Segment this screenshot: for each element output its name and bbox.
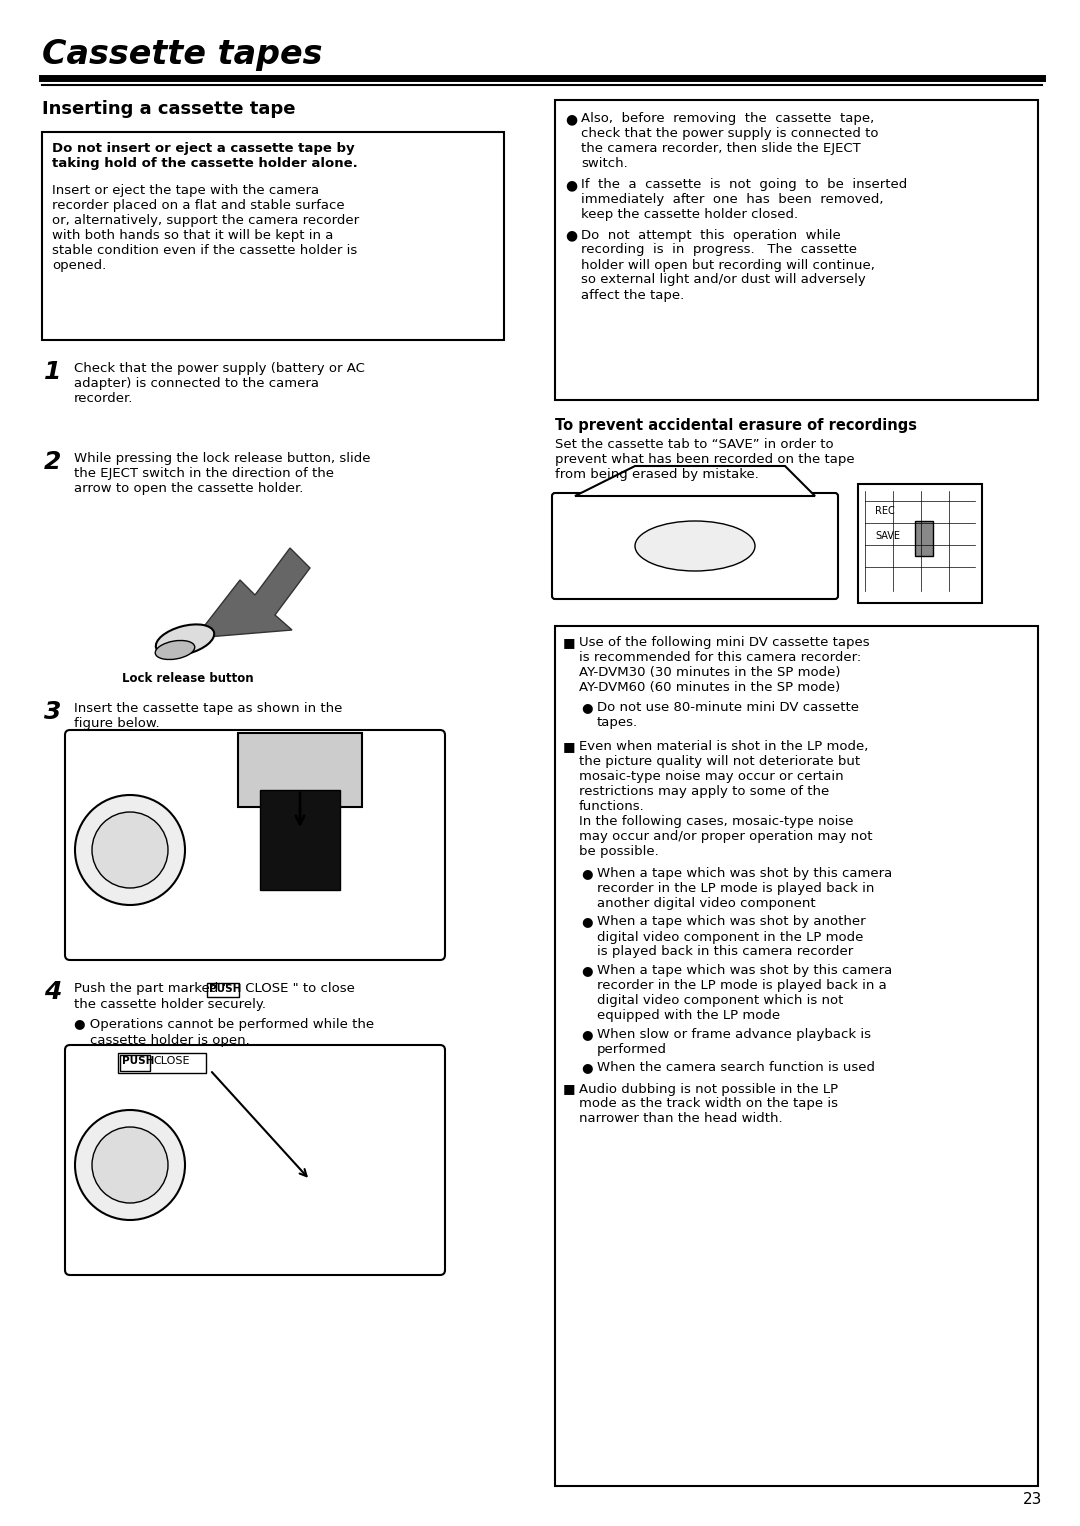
Text: Insert or eject the tape with the camera
recorder placed on a flat and stable su: Insert or eject the tape with the camera… (52, 185, 360, 272)
Text: PUSH: PUSH (210, 984, 241, 993)
Text: ■: ■ (563, 1082, 576, 1096)
Ellipse shape (156, 641, 194, 659)
Text: Do not insert or eject a cassette tape by
taking hold of the cassette holder alo: Do not insert or eject a cassette tape b… (52, 142, 357, 169)
Text: ●: ● (581, 1061, 593, 1074)
Text: Even when material is shot in the LP mode,
the picture quality will not deterior: Even when material is shot in the LP mod… (579, 740, 873, 858)
Ellipse shape (156, 624, 214, 656)
Ellipse shape (635, 520, 755, 571)
Text: Lock release button: Lock release button (122, 671, 254, 685)
Bar (915, 520, 933, 555)
Bar (207, 983, 239, 996)
Circle shape (92, 812, 168, 888)
Text: When a tape which was shot by this camera
recorder in the LP mode is played back: When a tape which was shot by this camer… (597, 867, 892, 909)
Text: ●: ● (565, 179, 577, 192)
Text: Inserting a cassette tape: Inserting a cassette tape (42, 101, 296, 118)
Bar (42, 133, 504, 340)
Circle shape (92, 1128, 168, 1202)
Bar (260, 790, 340, 890)
Text: the cassette holder securely.: the cassette holder securely. (75, 998, 266, 1012)
Text: 1: 1 (44, 360, 62, 385)
Text: 2: 2 (44, 450, 62, 475)
Text: Audio dubbing is not possible in the LP
mode as the track width on the tape is
n: Audio dubbing is not possible in the LP … (579, 1082, 838, 1126)
FancyBboxPatch shape (238, 732, 362, 807)
Text: ● Operations cannot be performed while the: ● Operations cannot be performed while t… (75, 1018, 374, 1032)
Polygon shape (195, 548, 310, 638)
Text: CLOSE " to close: CLOSE " to close (241, 983, 355, 995)
Text: Do  not  attempt  this  operation  while
recording  is  in  progress.   The  cas: Do not attempt this operation while reco… (581, 229, 875, 302)
Text: When the camera search function is used: When the camera search function is used (597, 1061, 875, 1074)
Text: To prevent accidental erasure of recordings: To prevent accidental erasure of recordi… (555, 418, 917, 433)
Text: Also,  before  removing  the  cassette  tape,
check that the power supply is con: Also, before removing the cassette tape,… (581, 111, 878, 169)
FancyBboxPatch shape (552, 493, 838, 600)
Text: ●: ● (581, 964, 593, 977)
Bar (118, 1053, 206, 1073)
Bar (555, 101, 1038, 400)
FancyBboxPatch shape (858, 484, 982, 603)
Bar (555, 626, 1038, 1486)
Text: Push the part marked ": Push the part marked " (75, 983, 229, 995)
Text: ●: ● (581, 916, 593, 928)
Text: ■: ■ (563, 636, 576, 649)
Text: 3: 3 (44, 700, 62, 723)
Text: Use of the following mini DV cassette tapes
is recommended for this camera recor: Use of the following mini DV cassette ta… (579, 636, 869, 694)
Circle shape (75, 1109, 185, 1219)
Circle shape (75, 795, 185, 905)
Text: When a tape which was shot by this camera
recorder in the LP mode is played back: When a tape which was shot by this camer… (597, 964, 892, 1022)
FancyBboxPatch shape (65, 1045, 445, 1276)
Text: Do not use 80-minute mini DV cassette
tapes.: Do not use 80-minute mini DV cassette ta… (597, 700, 859, 729)
Text: ●: ● (581, 1029, 593, 1041)
Text: ●: ● (565, 229, 577, 243)
Text: Insert the cassette tape as shown in the
figure below.: Insert the cassette tape as shown in the… (75, 702, 342, 729)
Text: CLOSE: CLOSE (153, 1056, 189, 1067)
Text: 4: 4 (44, 980, 62, 1004)
Text: When slow or frame advance playback is
performed: When slow or frame advance playback is p… (597, 1029, 870, 1056)
Text: ■: ■ (563, 740, 576, 752)
Text: ●: ● (581, 867, 593, 881)
Text: When a tape which was shot by another
digital video component in the LP mode
is : When a tape which was shot by another di… (597, 916, 866, 958)
Text: While pressing the lock release button, slide
the EJECT switch in the direction : While pressing the lock release button, … (75, 452, 370, 494)
Text: cassette holder is open.: cassette holder is open. (90, 1035, 249, 1047)
Text: Set the cassette tab to “SAVE” in order to
prevent what has been recorded on the: Set the cassette tab to “SAVE” in order … (555, 438, 854, 481)
Text: 23: 23 (1023, 1492, 1042, 1508)
FancyBboxPatch shape (65, 729, 445, 960)
Text: Cassette tapes: Cassette tapes (42, 38, 323, 72)
Text: ●: ● (581, 700, 593, 714)
Bar (120, 1054, 150, 1071)
Text: ●: ● (565, 111, 577, 127)
Polygon shape (575, 465, 815, 496)
Text: If  the  a  cassette  is  not  going  to  be  inserted
immediately  after  one  : If the a cassette is not going to be ins… (581, 179, 907, 221)
Text: SAVE: SAVE (875, 531, 900, 542)
Text: PUSH: PUSH (122, 1056, 154, 1067)
Text: REC: REC (875, 507, 894, 516)
Text: Check that the power supply (battery or AC
adapter) is connected to the camera
r: Check that the power supply (battery or … (75, 362, 365, 404)
